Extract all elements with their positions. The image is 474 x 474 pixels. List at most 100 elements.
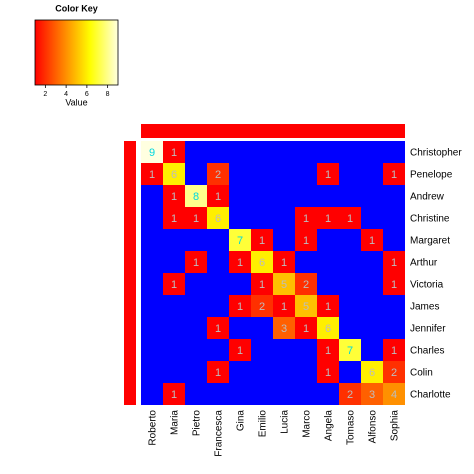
column-side-bar — [141, 124, 405, 138]
cell-label: 6 — [215, 213, 221, 225]
heatmap-cell — [207, 251, 229, 273]
heatmap-cell — [295, 273, 317, 295]
heatmap-cell — [163, 295, 185, 317]
heatmap-cell — [361, 207, 383, 229]
cell-label: 1 — [391, 169, 397, 181]
cell-label: 6 — [171, 169, 177, 181]
cell-label: 1 — [171, 279, 177, 291]
heatmap-cell — [317, 317, 339, 339]
heatmap-cell — [163, 339, 185, 361]
heatmap-cell — [207, 229, 229, 251]
heatmap-cell — [207, 207, 229, 229]
key-title: Color Key — [55, 3, 98, 13]
column-label: Maria — [170, 410, 181, 435]
heatmap-cell — [163, 251, 185, 273]
key-tick-label: 8 — [106, 91, 110, 98]
cell-label: 2 — [347, 389, 353, 401]
heatmap-cell — [141, 141, 163, 163]
cell-label: 1 — [171, 147, 177, 159]
cell-label: 1 — [259, 279, 265, 291]
heatmap-cell — [163, 185, 185, 207]
cell-label: 1 — [215, 323, 221, 335]
heatmap-cell — [207, 185, 229, 207]
row-label: James — [410, 302, 439, 313]
column-label: Sophia — [390, 410, 401, 442]
cell-label: 6 — [325, 323, 331, 335]
heatmap-cell — [185, 361, 207, 383]
cell-label: 1 — [237, 301, 243, 313]
heatmap-cell — [383, 383, 405, 405]
heatmap-cell — [295, 229, 317, 251]
heatmap-cell — [273, 229, 295, 251]
heatmap-cell — [273, 295, 295, 317]
heatmap-cell — [163, 317, 185, 339]
cell-label: 1 — [303, 323, 309, 335]
heatmap-cell — [251, 141, 273, 163]
heatmap-cell — [273, 361, 295, 383]
row-label: Victoria — [410, 280, 444, 291]
heatmap-cell — [229, 295, 251, 317]
heatmap-cell — [383, 339, 405, 361]
heatmap-cell — [163, 163, 185, 185]
heatmap-cell — [295, 251, 317, 273]
heatmap-cell — [163, 229, 185, 251]
heatmap-cell — [295, 295, 317, 317]
heatmap-cell — [383, 141, 405, 163]
row-label: Christopher — [410, 148, 462, 159]
row-label: Colin — [410, 368, 433, 379]
column-label: Angela — [324, 410, 335, 442]
column-label: Emilio — [258, 410, 269, 438]
heatmap-cell — [251, 251, 273, 273]
heatmap-cell — [207, 273, 229, 295]
heatmap-cell — [339, 361, 361, 383]
heatmap-cell — [251, 339, 273, 361]
heatmap-cell — [141, 251, 163, 273]
cell-label: 1 — [325, 301, 331, 313]
row-label: Penelope — [410, 170, 453, 181]
heatmap-cell — [251, 163, 273, 185]
cell-label: 1 — [391, 257, 397, 269]
heatmap-cell — [383, 317, 405, 339]
key-tick-label: 4 — [64, 91, 68, 98]
cell-label: 5 — [303, 301, 309, 313]
heatmap-cell — [339, 185, 361, 207]
cell-label: 1 — [391, 279, 397, 291]
heatmap-cell — [229, 229, 251, 251]
heatmap-cell — [317, 163, 339, 185]
key-tick-label: 2 — [43, 91, 47, 98]
column-label: Roberto — [148, 410, 159, 446]
heatmap-cell — [273, 383, 295, 405]
heatmap-cell — [229, 251, 251, 273]
cell-label: 1 — [325, 367, 331, 379]
heatmap-cell — [185, 163, 207, 185]
heatmap-cell — [229, 361, 251, 383]
heatmap-cell — [141, 339, 163, 361]
cell-label: 1 — [171, 389, 177, 401]
heatmap-cell — [251, 229, 273, 251]
heatmap-cell — [185, 207, 207, 229]
heatmap-cell — [141, 383, 163, 405]
heatmap-cell — [295, 163, 317, 185]
cell-label: 9 — [149, 147, 155, 159]
heatmap-cell — [295, 141, 317, 163]
cell-label: 3 — [369, 389, 375, 401]
heatmap-cell — [295, 361, 317, 383]
heatmap-cell — [251, 383, 273, 405]
heatmap-cell — [383, 361, 405, 383]
heatmap-cell — [383, 295, 405, 317]
column-label: Marco — [302, 410, 313, 438]
heatmap-cell — [361, 163, 383, 185]
column-label: Alfonso — [368, 410, 379, 444]
heatmap-cell — [383, 229, 405, 251]
heatmap-cell — [141, 185, 163, 207]
heatmap-cell — [251, 295, 273, 317]
cell-label: 7 — [347, 345, 353, 357]
heatmap-cell — [361, 383, 383, 405]
heatmap-cell — [207, 295, 229, 317]
row-label: Charles — [410, 346, 444, 357]
heatmap-cell — [317, 185, 339, 207]
cell-label: 2 — [391, 367, 397, 379]
heatmap-cell — [339, 383, 361, 405]
heatmap-cell — [141, 229, 163, 251]
